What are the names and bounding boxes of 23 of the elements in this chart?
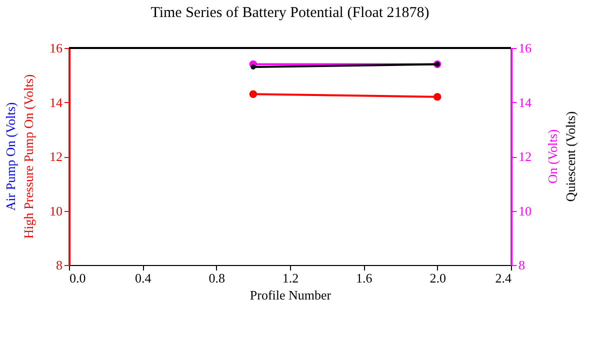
x-axis-title: Profile Number [250, 288, 332, 302]
y2-tick-label: 16 [518, 40, 532, 56]
x-tick-label: 0.0 [70, 270, 86, 286]
x-tick-label: 0.4 [135, 270, 152, 286]
y-tick-label: 10 [50, 203, 62, 218]
y2-tick-label: 10 [518, 203, 532, 218]
y-tick-label: 14 [50, 94, 63, 110]
text: High Pressure Pump On (Volts) [21, 74, 36, 239]
chart-title: Time Series of Battery Potential (Float 21878) [150, 5, 430, 21]
text: On (Volts) [545, 129, 560, 184]
x-tick-label: 1.6 [356, 270, 373, 286]
text: Air Pump On (Volts) [3, 102, 18, 211]
y2-tick-label: 12 [518, 149, 532, 164]
y-tick-label: 16 [50, 40, 63, 56]
y-tick-label: 8 [56, 258, 62, 272]
x-tick-label: 2.0 [430, 270, 446, 286]
text: Quiescent (Volts) [563, 111, 578, 202]
y2-tick-label: 8 [518, 258, 525, 272]
x-tick-label: 2.4 [495, 270, 512, 286]
x-tick-label: 0.8 [208, 270, 225, 286]
y2-tick-label: 14 [518, 94, 532, 110]
y-tick-label: 12 [50, 149, 62, 164]
x-tick-label: 1.2 [282, 270, 299, 286]
